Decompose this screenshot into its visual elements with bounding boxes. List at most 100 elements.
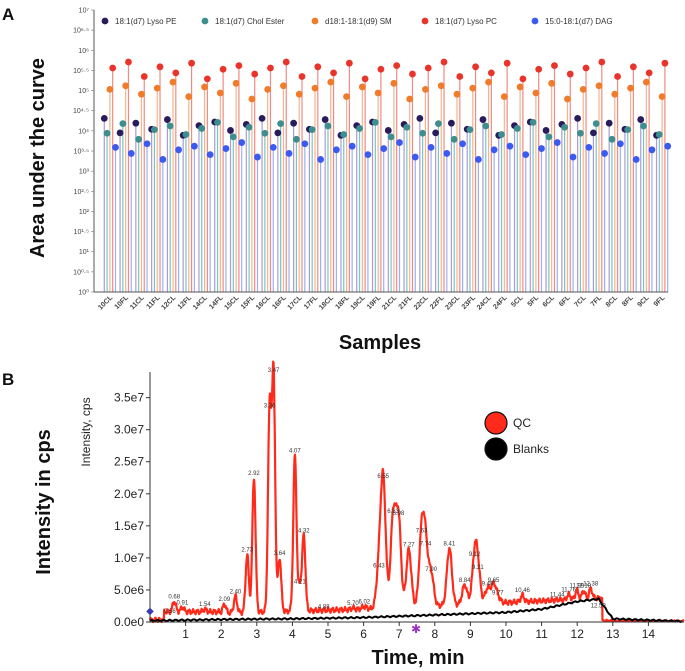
panel-a-y-ticks: 10⁰ 10⁰·⁵ 10¹ 10¹·⁵ 10² 10²·⁵ 10³ 10³·⁵ 10⁴ 10⁴·⁵…	[73, 8, 94, 297]
y-tick-label: 10⁶	[78, 48, 89, 55]
panel-a-lollipop-chart: 10⁰ 10⁰·⁵ 10¹ 10¹·⁵ 10² 10²·⁵ 10³ 10³·⁵ 10⁴ 10⁴·⁵…	[27, 8, 672, 354]
point-18-1-d7-lyso-pe	[448, 119, 455, 127]
point-18-1-d7-lyso-pe	[432, 129, 440, 137]
y-tick-label: 10⁰·⁵	[73, 268, 89, 276]
peak-label: 0.68	[168, 594, 180, 600]
point-15-0-18-1-d7-dag	[190, 142, 198, 150]
x-tick-label: 22CL	[413, 294, 431, 312]
point-18-1-d7-chol-ester	[103, 129, 111, 137]
peak-label: 4.07	[289, 448, 301, 454]
point-18-1-d7-chol-ester	[229, 133, 237, 141]
x-tick-label: 12	[571, 627, 585, 641]
point-15-0-18-1-d7-dag	[364, 151, 372, 159]
x-tick-label: 10FL	[114, 294, 131, 311]
point-18-1-d7-chol-ester	[166, 122, 174, 130]
point-d18-1-18-1-d9-sm	[185, 93, 193, 101]
point-d18-1-18-1-d9-sm	[264, 85, 272, 93]
y-tick-label: 10³	[79, 169, 90, 176]
point-18-1-d7-chol-ester	[466, 126, 474, 134]
point-18-1-d7-lyso-pe	[132, 119, 140, 127]
peak-label: 6.98	[393, 511, 405, 517]
peak-label: 9.12	[469, 552, 481, 558]
point-15-0-18-1-d7-dag	[269, 143, 277, 151]
peak-label: 8.84	[459, 578, 471, 584]
legend-swatch	[531, 17, 539, 25]
y-tick-label: 10¹·⁵	[74, 229, 89, 236]
peak-label: 9.77	[492, 591, 504, 597]
x-tick-label: 11CL	[129, 294, 146, 311]
point-15-0-18-1-d7-dag	[159, 156, 167, 163]
x-tick-label: 14FL	[208, 294, 225, 311]
x-tick-label: 11FL	[145, 294, 162, 311]
peak-label: 0.91	[177, 600, 189, 606]
y-tick-label: 5.0e6	[114, 583, 144, 597]
x-tick-label: 22FL	[429, 294, 446, 311]
point-d18-1-18-1-d9-sm	[280, 82, 287, 90]
point-18-1-d7-chol-ester	[119, 120, 127, 128]
peak-label: 6.83	[387, 509, 399, 515]
peak-label: 4.21	[294, 580, 306, 586]
peak-label: 6.55	[377, 474, 389, 480]
point-18-1-d7-lyso-pc	[377, 65, 385, 73]
point-18-1-d7-lyso-pc	[109, 64, 117, 72]
point-15-0-18-1-d7-dag	[206, 151, 214, 159]
x-tick-label: 21CL	[381, 294, 399, 312]
point-d18-1-18-1-d9-sm	[153, 84, 161, 92]
point-18-1-d7-lyso-pc	[267, 64, 274, 72]
point-18-1-d7-chol-ester	[640, 122, 647, 130]
point-18-1-d7-chol-ester	[293, 135, 300, 143]
point-18-1-d7-lyso-pc	[551, 62, 558, 69]
point-18-1-d7-lyso-pe	[116, 129, 124, 137]
point-d18-1-18-1-d9-sm	[627, 84, 634, 92]
x-tick-label: 13	[606, 627, 620, 641]
point-18-1-d7-chol-ester	[198, 125, 206, 132]
legend-swatch	[421, 17, 429, 25]
point-18-1-d7-lyso-pe	[164, 116, 171, 123]
point-18-1-d7-lyso-pc	[393, 62, 401, 69]
panel-b-y-ticks: 0.0e0 5.0e6 1.0e7 1.5e7 2.0e7 2.5e7 3.0e7 3.5e7	[114, 391, 150, 629]
peak-label: 12.38	[583, 582, 599, 588]
legend-label-qc: QC	[513, 416, 531, 430]
panel-a-legend: 18:1(d7) Lyso PE 18:1(d7) Chol Ester d18:1…	[101, 17, 613, 26]
x-tick-label: 12CL	[160, 294, 178, 312]
y-tick-label: 10¹	[79, 249, 90, 256]
point-15-0-18-1-d7-dag	[553, 139, 561, 146]
point-15-0-18-1-d7-dag	[490, 146, 498, 154]
legend-label: 15:0-18:1(d7) DAG	[545, 17, 613, 26]
x-tick-label: 8	[431, 627, 438, 641]
point-d18-1-18-1-d9-sm	[295, 90, 303, 98]
legend-label: 18:1(d7) Chol Ester	[215, 17, 285, 26]
panel-b-xlabel: Time, min	[372, 647, 465, 669]
x-tick-label: 5CL	[510, 294, 525, 309]
point-d18-1-18-1-d9-sm	[422, 85, 429, 93]
x-tick-label: 17CL	[287, 294, 305, 312]
y-tick-label: 3.5e7	[114, 391, 144, 405]
point-15-0-18-1-d7-dag	[254, 153, 261, 161]
point-d18-1-18-1-d9-sm	[232, 79, 240, 87]
point-18-1-d7-chol-ester	[182, 131, 190, 138]
x-tick-label: 18FL	[334, 294, 351, 311]
x-tick-label: 24CL	[476, 294, 494, 312]
panel-a-xlabel: Samples	[339, 332, 421, 354]
legend-label: 18:1(d7) Lyso PC	[435, 17, 497, 26]
peak-label: 11.99	[570, 584, 585, 590]
x-tick-label: 10CL	[97, 294, 115, 312]
y-tick-label: 2.0e7	[114, 487, 144, 501]
y-tick-label: 10⁵·⁵	[73, 68, 89, 75]
point-d18-1-18-1-d9-sm	[658, 93, 666, 101]
point-18-1-d7-lyso-pc	[503, 59, 511, 67]
point-15-0-18-1-d7-dag	[585, 143, 593, 151]
point-18-1-d7-lyso-pc	[188, 59, 195, 67]
x-tick-label: 9FL	[653, 294, 667, 308]
point-15-0-18-1-d7-dag	[427, 143, 435, 151]
x-tick-label: 8FL	[621, 294, 635, 308]
point-18-1-d7-lyso-pe	[590, 129, 597, 137]
y-tick-label: 10⁵	[78, 88, 89, 95]
point-18-1-d7-chol-ester	[498, 131, 505, 138]
point-18-1-d7-lyso-pc	[140, 73, 148, 80]
point-d18-1-18-1-d9-sm	[579, 85, 587, 93]
peak-label: 2.09	[219, 597, 231, 603]
point-18-1-d7-lyso-pc	[298, 73, 306, 80]
x-tick-label: 16CL	[255, 294, 273, 312]
